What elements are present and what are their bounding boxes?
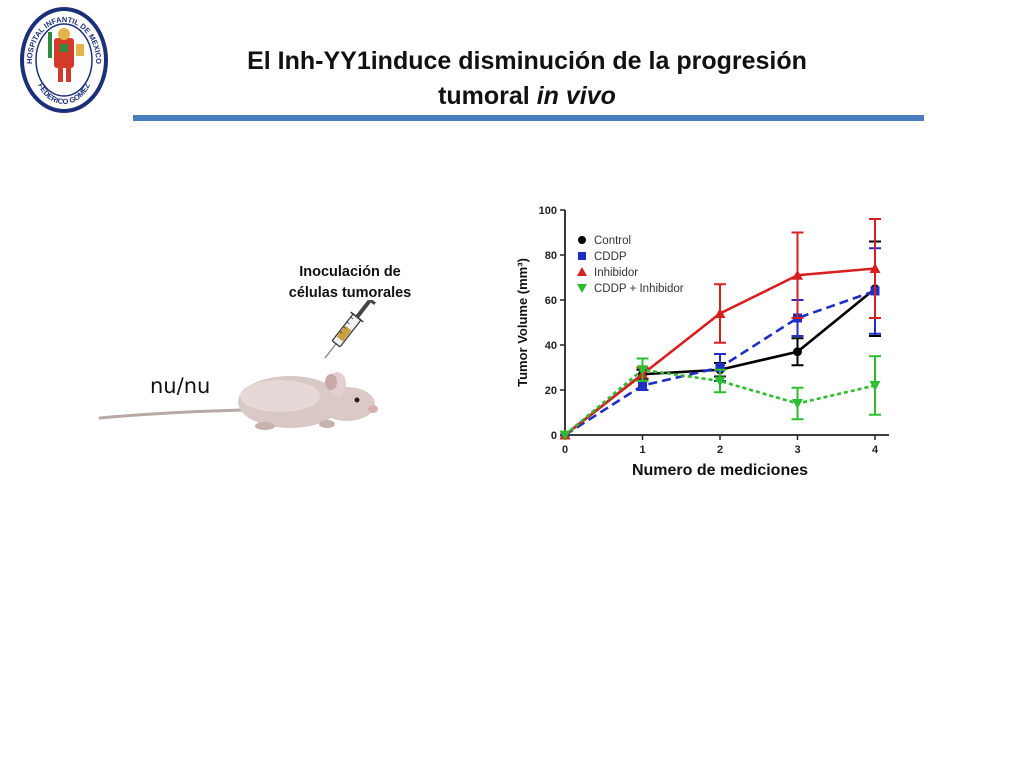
title-line-2-plain: tumoral	[438, 82, 530, 110]
chart-legend: Control CDDP Inhibidor CDDP + Inhibidor	[577, 235, 684, 295]
data-point	[578, 252, 586, 260]
y-tick-label: 20	[545, 385, 557, 397]
chart-series	[559, 218, 881, 441]
data-point	[577, 284, 587, 293]
title-line-2-italic: in vivo	[536, 82, 616, 110]
data-point	[869, 381, 881, 391]
x-tick-label: 1	[639, 444, 645, 456]
y-tick-label: 100	[539, 205, 557, 217]
y-tick-label: 0	[551, 430, 557, 442]
data-point	[792, 399, 803, 409]
x-tick-label: 2	[717, 444, 723, 456]
legend-item: CDDP + Inhibidor	[577, 283, 684, 295]
legend-label: CDDP + Inhibidor	[594, 283, 684, 295]
data-point	[793, 347, 802, 357]
data-point	[714, 308, 726, 318]
injection-label: Inoculación de células tumorales	[265, 262, 435, 304]
legend-label: Control	[594, 235, 631, 247]
data-point	[869, 263, 881, 273]
tumor-volume-chart: 0 20 40 60 80 100 0 1 2 3 4 Control CDDP Inhibidor CD…	[515, 205, 889, 479]
data-point	[715, 363, 725, 372]
strain-label: nu/nu	[150, 374, 211, 398]
x-axis-label: Numero de mediciones	[632, 462, 808, 479]
injection-label-line1: Inoculación de	[299, 264, 401, 280]
title-line-2: tumoral in vivo	[140, 79, 914, 114]
legend-label: CDDP	[594, 251, 627, 263]
data-point	[559, 430, 571, 441]
chart-axes: 0 20 40 60 80 100 0 1 2 3 4	[539, 205, 889, 456]
legend-item: Control	[578, 235, 631, 247]
data-point	[792, 269, 803, 280]
data-point	[714, 376, 726, 387]
mouse-illustration	[98, 300, 378, 430]
y-tick-label: 40	[545, 340, 557, 352]
x-tick-label: 0	[562, 444, 568, 456]
legend-item: Inhibidor	[577, 267, 638, 279]
y-tick-label: 80	[545, 250, 557, 262]
data-point	[577, 267, 587, 276]
legend-label: Inhibidor	[594, 267, 638, 279]
y-axis-label: Tumor Volume (mm³)	[515, 258, 530, 387]
title-divider	[133, 115, 924, 121]
hospital-logo: HOSPITAL INFANTIL DE MEXICO FEDERICO GOM…	[18, 4, 110, 116]
data-point	[578, 236, 586, 244]
y-tick-label: 60	[545, 295, 557, 307]
syringe-icon	[324, 300, 376, 359]
data-point	[638, 381, 647, 390]
injection-label-line2: células tumorales	[288, 285, 412, 301]
mouse-icon	[98, 372, 378, 430]
legend-item: CDDP	[578, 251, 627, 263]
x-tick-label: 4	[872, 444, 879, 456]
series-cddp-inhibidor	[559, 355, 881, 441]
title-line-1: El Inh-YY1induce disminución de la progr…	[247, 47, 807, 75]
series-inhibidor	[559, 218, 881, 440]
slide-title: El Inh-YY1induce disminución de la progr…	[140, 44, 914, 114]
x-tick-label: 3	[794, 444, 800, 456]
data-point	[637, 365, 648, 376]
